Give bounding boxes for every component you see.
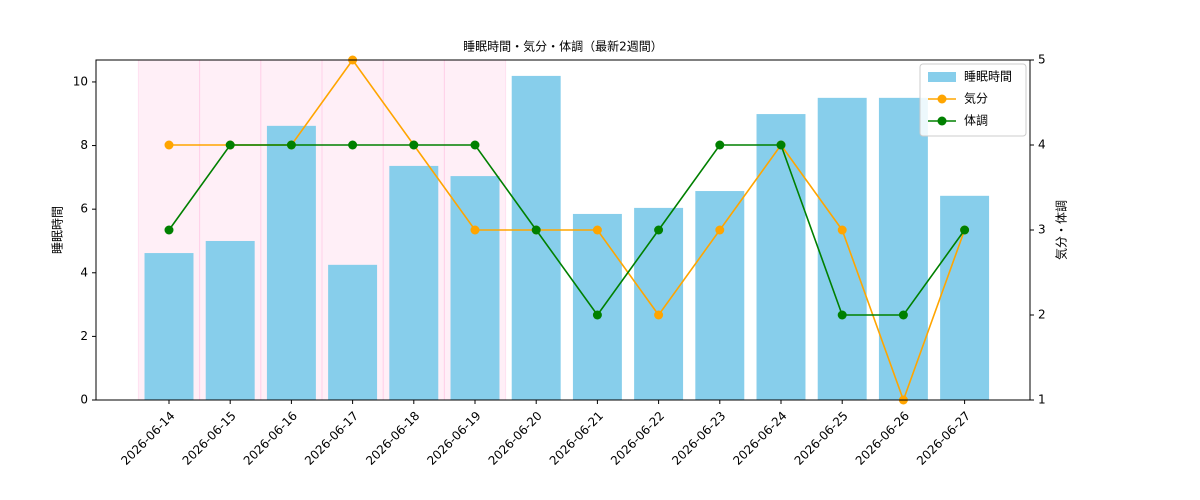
chart-title: 睡眠時間・気分・体調（最新2週間） [463, 39, 663, 54]
line-marker [470, 140, 480, 150]
x-tick-label: 2026-06-24 [730, 409, 789, 468]
y2-tick-label: 5 [1038, 53, 1046, 67]
bar [817, 97, 867, 401]
bar [634, 207, 684, 400]
x-tick-label: 2026-06-21 [547, 409, 606, 468]
legend-marker [937, 94, 947, 104]
y-tick-label: 6 [80, 202, 88, 216]
y-tick-label: 2 [80, 329, 88, 343]
line-marker [164, 140, 174, 150]
y-tick-label: 10 [73, 74, 88, 88]
line-marker [592, 225, 602, 235]
line-marker [715, 225, 725, 235]
line-marker [409, 140, 419, 150]
line-marker [715, 140, 725, 150]
x-tick-label: 2026-06-26 [853, 409, 912, 468]
line-marker [225, 140, 235, 150]
x-tick-label: 2026-06-19 [424, 409, 483, 468]
line-marker [776, 140, 786, 150]
y2-tick-label: 4 [1038, 138, 1046, 152]
bar [878, 97, 928, 401]
line-marker [654, 225, 664, 235]
x-tick-label: 2026-06-16 [241, 409, 300, 468]
legend-label: 睡眠時間 [964, 70, 1012, 84]
bar [144, 253, 194, 400]
legend-marker [937, 116, 947, 126]
x-tick-label: 2026-06-27 [914, 409, 973, 468]
bar [328, 264, 378, 400]
y2-tick-label: 3 [1038, 223, 1046, 237]
line-marker [837, 310, 847, 320]
bar [511, 75, 561, 400]
line-marker [286, 140, 296, 150]
bar [572, 213, 622, 400]
bar [695, 191, 745, 400]
y2-axis-label: 気分・体調 [1054, 200, 1069, 260]
bar [205, 240, 255, 400]
x-tick-label: 2026-06-17 [302, 409, 361, 468]
line [168, 144, 966, 317]
x-tick-label: 2026-06-22 [608, 409, 667, 468]
x-tick-label: 2026-06-20 [486, 409, 545, 468]
line-marker [898, 310, 908, 320]
x-tick-label: 2026-06-25 [792, 409, 851, 468]
line [169, 58, 966, 403]
x-tick-label: 2026-06-18 [363, 409, 422, 468]
bar [756, 114, 806, 401]
line-marker [531, 225, 541, 235]
bar [389, 165, 439, 400]
line-marker [837, 225, 847, 235]
legend-swatch [928, 72, 956, 82]
y-tick-label: 8 [80, 138, 88, 152]
y-axis-label: 睡眠時間 [51, 206, 65, 254]
line-marker [592, 310, 602, 320]
bar [450, 176, 500, 400]
y2-tick-label: 1 [1038, 393, 1046, 407]
line-marker [348, 140, 358, 150]
y2-tick-label: 2 [1038, 308, 1046, 322]
line-marker [960, 225, 970, 235]
x-tick-label: 2026-06-23 [669, 409, 728, 468]
legend-label: 体調 [964, 114, 988, 128]
line-marker [164, 225, 174, 235]
x-tick-label: 2026-06-15 [180, 409, 239, 468]
line-marker [654, 310, 664, 320]
y-tick-label: 0 [80, 393, 88, 407]
bar [266, 125, 316, 401]
plot-frame [95, 59, 1031, 401]
line-marker [470, 225, 480, 235]
legend-label: 気分 [964, 91, 988, 106]
y-tick-label: 4 [80, 265, 88, 279]
x-tick-label: 2026-06-14 [118, 409, 177, 468]
